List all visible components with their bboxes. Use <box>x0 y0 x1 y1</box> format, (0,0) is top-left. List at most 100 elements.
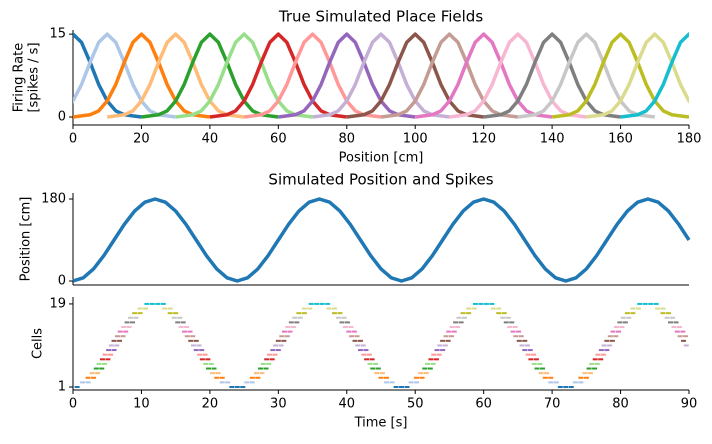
spike <box>622 321 628 324</box>
spike <box>440 349 446 352</box>
spike <box>466 312 472 315</box>
spike <box>196 344 202 347</box>
spike <box>352 339 358 342</box>
spike <box>676 326 682 328</box>
spike <box>214 376 220 379</box>
spike <box>557 386 563 388</box>
spike <box>531 362 537 365</box>
spike <box>336 316 342 319</box>
spike <box>308 302 314 305</box>
spike <box>363 349 369 352</box>
spike <box>568 386 574 388</box>
spike <box>404 386 410 388</box>
spike <box>522 349 528 352</box>
spike <box>108 353 114 356</box>
spike <box>260 362 266 365</box>
x-tick-label: 20 <box>133 132 150 147</box>
spike <box>677 335 683 338</box>
spike <box>370 367 376 370</box>
spike <box>448 335 454 338</box>
spike <box>269 358 275 361</box>
spike <box>538 372 544 375</box>
spike <box>132 312 138 315</box>
spike <box>155 302 161 305</box>
spike <box>111 339 117 342</box>
x-tick-label: 140 <box>540 132 565 147</box>
y-tick-label: 19 <box>49 296 66 311</box>
x-tick-label: 180 <box>677 132 702 147</box>
y-axis-label: Position [cm] <box>19 197 34 282</box>
spike <box>331 307 337 310</box>
spike <box>127 316 133 319</box>
spike <box>219 381 225 384</box>
spike <box>613 326 619 328</box>
spike <box>360 344 366 347</box>
spike <box>516 339 522 342</box>
line <box>106 32 245 119</box>
spike <box>462 316 468 319</box>
x-tick-label: 70 <box>544 397 561 412</box>
spike <box>124 321 130 324</box>
spike <box>279 335 285 338</box>
spike <box>671 326 677 328</box>
x-tick-label: 60 <box>270 132 287 147</box>
line <box>449 32 587 119</box>
spike <box>528 358 534 361</box>
line <box>346 32 484 119</box>
spike <box>456 316 462 319</box>
line <box>73 32 211 119</box>
spike <box>74 386 80 388</box>
spike <box>648 302 654 305</box>
spike <box>114 344 120 347</box>
spike <box>655 307 661 310</box>
spike <box>587 372 593 375</box>
spike <box>296 312 302 315</box>
spike <box>594 362 600 365</box>
spike <box>589 362 595 365</box>
spike <box>519 344 525 347</box>
spike <box>162 307 168 310</box>
spike <box>449 326 455 328</box>
spike <box>258 367 264 370</box>
y-tick-label: 1 <box>58 380 66 395</box>
spike <box>339 321 345 324</box>
spike <box>108 344 114 347</box>
spike <box>619 326 625 328</box>
spike <box>208 362 214 365</box>
spike <box>527 349 533 352</box>
spike <box>674 330 680 333</box>
spike <box>281 339 287 342</box>
spike <box>430 362 436 365</box>
x-tick-label: 80 <box>612 397 629 412</box>
spike <box>137 312 143 315</box>
spike <box>133 316 139 319</box>
spike <box>171 316 177 319</box>
spike <box>607 335 613 338</box>
spike <box>378 376 384 379</box>
spike <box>505 316 511 319</box>
spike <box>167 312 173 315</box>
spike <box>210 372 216 375</box>
spike <box>592 367 598 370</box>
x-tick-label: 10 <box>133 397 150 412</box>
spike <box>563 386 569 388</box>
line <box>380 32 519 119</box>
spike <box>393 386 399 388</box>
y-tick-label: 180 <box>41 192 66 207</box>
spike <box>190 335 196 338</box>
spike <box>367 362 373 365</box>
spike <box>101 362 107 365</box>
spike <box>266 353 272 356</box>
spike <box>586 367 592 370</box>
spike <box>199 358 205 361</box>
spike <box>292 316 298 319</box>
spike <box>96 362 102 365</box>
spike <box>431 353 437 356</box>
line <box>586 32 689 119</box>
spike <box>616 330 622 333</box>
spike <box>418 372 424 375</box>
spike <box>683 335 689 338</box>
spike <box>513 335 519 338</box>
